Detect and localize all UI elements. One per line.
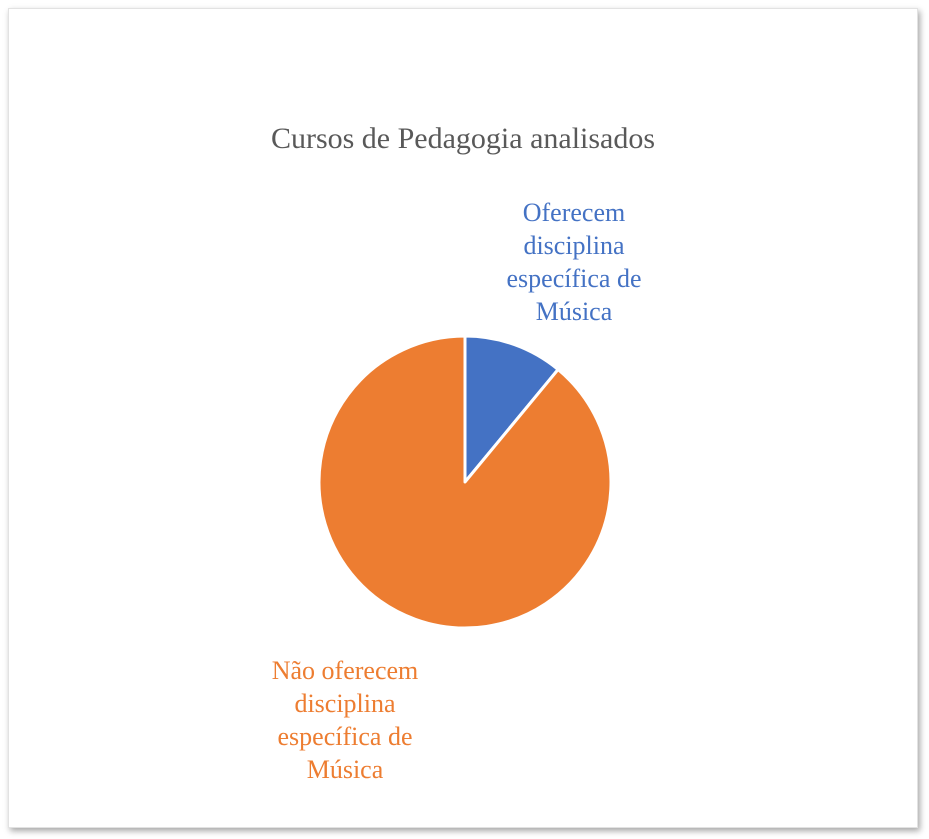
slice-label-nao-oferecem: Não oferecem disciplina específica de Mú… bbox=[271, 656, 419, 784]
pie-chart bbox=[317, 334, 613, 630]
pie-slice-nao-oferecem bbox=[317, 334, 613, 630]
slice-label-oferecem: Oferecem disciplina específica de Música bbox=[506, 198, 642, 326]
chart-title: Cursos de Pedagogia analisados bbox=[270, 122, 656, 155]
pie-slice-oferecem bbox=[463, 334, 560, 484]
chart-frame: Cursos de Pedagogia analisados Oferecem … bbox=[8, 8, 918, 828]
